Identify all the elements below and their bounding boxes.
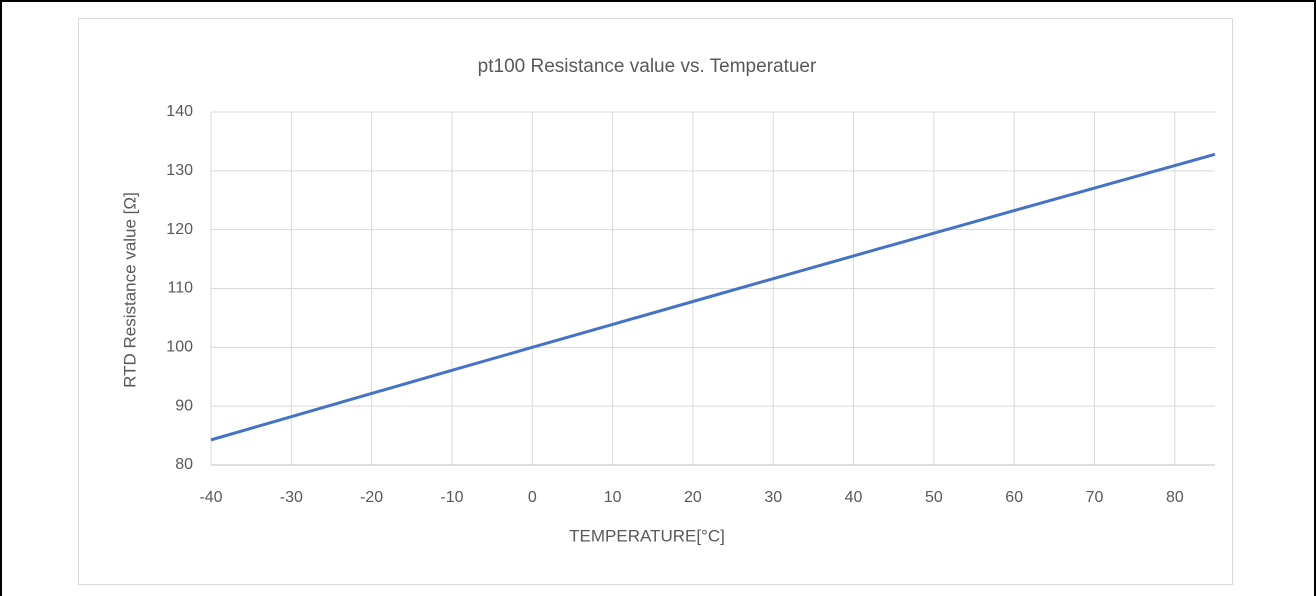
x-tick-label: -40 — [199, 489, 222, 506]
y-tick-label: 130 — [166, 162, 193, 179]
y-tick-label: 100 — [166, 339, 193, 356]
x-tick-label: 60 — [1005, 489, 1023, 506]
x-tick-label: -20 — [360, 489, 383, 506]
y-tick-label: 110 — [167, 280, 193, 297]
x-tick-label: 70 — [1086, 489, 1104, 506]
y-tick-label: 120 — [166, 221, 193, 238]
x-tick-label: -10 — [440, 489, 463, 506]
x-axis-label: TEMPERATURE[°C] — [569, 526, 725, 545]
x-tick-label: -30 — [280, 489, 303, 506]
x-tick-label: 10 — [604, 489, 622, 506]
x-tick-label: 80 — [1166, 489, 1184, 506]
x-tick-label: 40 — [845, 489, 863, 506]
data-line — [210, 152, 1216, 442]
chart-title: pt100 Resistance value vs. Temperatuer — [478, 56, 817, 77]
x-tick-label: 20 — [684, 489, 702, 506]
y-axis-label: RTD Resistance value [Ω] — [120, 192, 139, 388]
chart-area — [78, 18, 1233, 585]
y-tick-label: 80 — [175, 456, 193, 473]
x-tick-label: 0 — [528, 489, 537, 506]
y-tick-label: 90 — [175, 397, 193, 414]
x-tick-label: 50 — [925, 489, 943, 506]
y-tick-label: 140 — [166, 103, 193, 120]
x-tick-label: 30 — [764, 489, 782, 506]
